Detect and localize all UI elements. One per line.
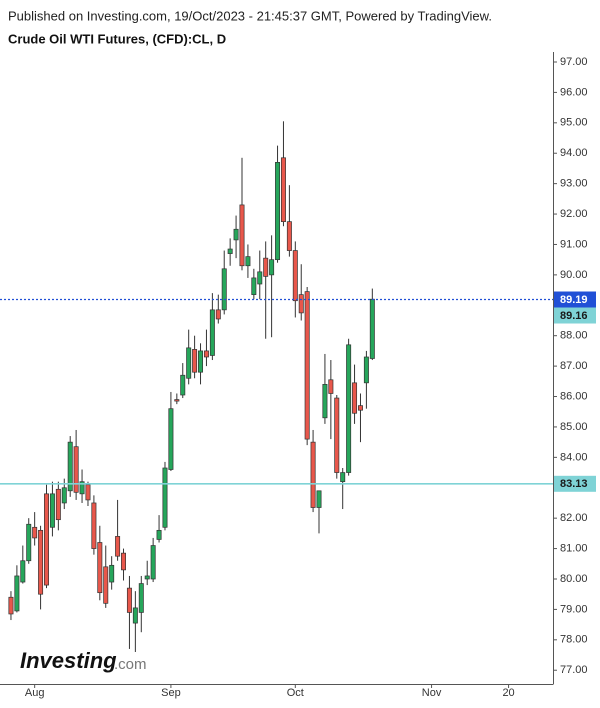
candle-body [298, 294, 304, 314]
candle-body [322, 384, 328, 419]
candle-body [304, 291, 310, 440]
candle-body [67, 441, 73, 492]
candle-body [239, 204, 245, 267]
chart-subtitle: Published on Investing.com, 19/Oct/2023 … [8, 8, 492, 23]
candle-body [245, 256, 251, 267]
candle-body [91, 502, 97, 549]
candle-body [209, 309, 215, 356]
candle-body [198, 350, 204, 373]
price-label: 89.19 [560, 294, 588, 306]
y-tick-label: 78.00 [560, 634, 588, 646]
candle-body [115, 536, 121, 557]
candle-body [79, 481, 85, 495]
candle-body [186, 347, 192, 379]
y-tick-label: 94.00 [560, 147, 588, 159]
candle-body [233, 228, 239, 241]
price-label-box [554, 307, 596, 324]
candle-body [32, 526, 38, 539]
candle-body [203, 350, 209, 358]
candle-body [26, 523, 32, 562]
candle-body [20, 560, 26, 583]
y-tick-label: 79.00 [560, 603, 588, 615]
candle-body [49, 493, 55, 528]
candle-body [55, 488, 61, 521]
x-tick-label: Nov [422, 687, 442, 699]
candle-body [150, 545, 156, 580]
candle-body [144, 575, 150, 580]
candle-body [126, 587, 132, 613]
y-tick-label: 88.00 [560, 330, 588, 342]
x-tick-label: Sep [161, 687, 181, 699]
candle-body [263, 257, 269, 277]
candle-body [138, 583, 144, 613]
candle-body [174, 399, 180, 402]
y-tick-label: 93.00 [560, 178, 588, 190]
y-tick-label: 90.00 [560, 269, 588, 281]
y-tick-label: 84.00 [560, 451, 588, 463]
candle-body [251, 277, 257, 295]
candle-body [38, 529, 44, 595]
candle-body [85, 484, 91, 501]
price-label-box [554, 291, 596, 308]
candle-body [8, 596, 14, 615]
candle-body [44, 493, 49, 586]
candle-body [286, 221, 292, 251]
candle-body [369, 298, 375, 359]
price-label-box [554, 475, 596, 492]
candle-body [192, 349, 198, 373]
x-tick-label: Oct [287, 687, 304, 699]
y-tick-label: 91.00 [560, 238, 588, 250]
candle-body [275, 162, 281, 261]
logo-suffix: .com [114, 656, 147, 673]
y-tick-label: 92.00 [560, 208, 588, 220]
x-tick-label: 20 [502, 687, 514, 699]
candle-body [292, 250, 298, 302]
y-tick-label: 96.00 [560, 86, 588, 98]
candle-body [215, 309, 221, 320]
candle-body [156, 529, 162, 540]
candle-body [340, 472, 346, 483]
candle-body [363, 356, 369, 384]
candle-body [334, 397, 340, 473]
logo-name: Investing [20, 648, 117, 673]
candle-body [121, 552, 126, 571]
y-tick-label: 86.00 [560, 390, 588, 402]
candle-body [280, 157, 286, 223]
candle-body [180, 374, 186, 396]
candle-body [103, 566, 109, 604]
candle-body [132, 607, 138, 624]
y-tick-label: 80.00 [560, 573, 588, 585]
price-label: 83.13 [560, 478, 588, 490]
y-tick-label: 85.00 [560, 421, 588, 433]
candle-body [269, 259, 275, 276]
candle-body [109, 564, 115, 583]
y-tick-label: 95.00 [560, 117, 588, 129]
candle-body [257, 271, 263, 285]
candle-body [221, 268, 227, 311]
plot-area [8, 121, 375, 652]
candle-body [162, 467, 168, 528]
candle-body [168, 408, 174, 470]
candle-body [328, 379, 334, 394]
y-tick-label: 87.00 [560, 360, 588, 372]
candle-body [73, 446, 79, 493]
candle-body [97, 542, 103, 594]
y-tick-label: 97.00 [560, 56, 588, 68]
candle-body [227, 248, 233, 254]
candle-body [310, 441, 316, 508]
y-tick-label: 77.00 [560, 664, 588, 676]
x-tick-label: Aug [25, 687, 45, 699]
candle-body [316, 490, 322, 508]
candle-body [346, 344, 352, 473]
price-label: 89.16 [560, 310, 588, 322]
y-tick-label: 81.00 [560, 542, 588, 554]
candle-body [14, 575, 20, 612]
chart-title: Crude Oil WTI Futures, (CFD):CL, D [8, 31, 226, 46]
candle-body [61, 487, 67, 504]
candle-body [357, 405, 363, 411]
y-tick-label: 82.00 [560, 512, 588, 524]
candle-body [352, 382, 358, 414]
